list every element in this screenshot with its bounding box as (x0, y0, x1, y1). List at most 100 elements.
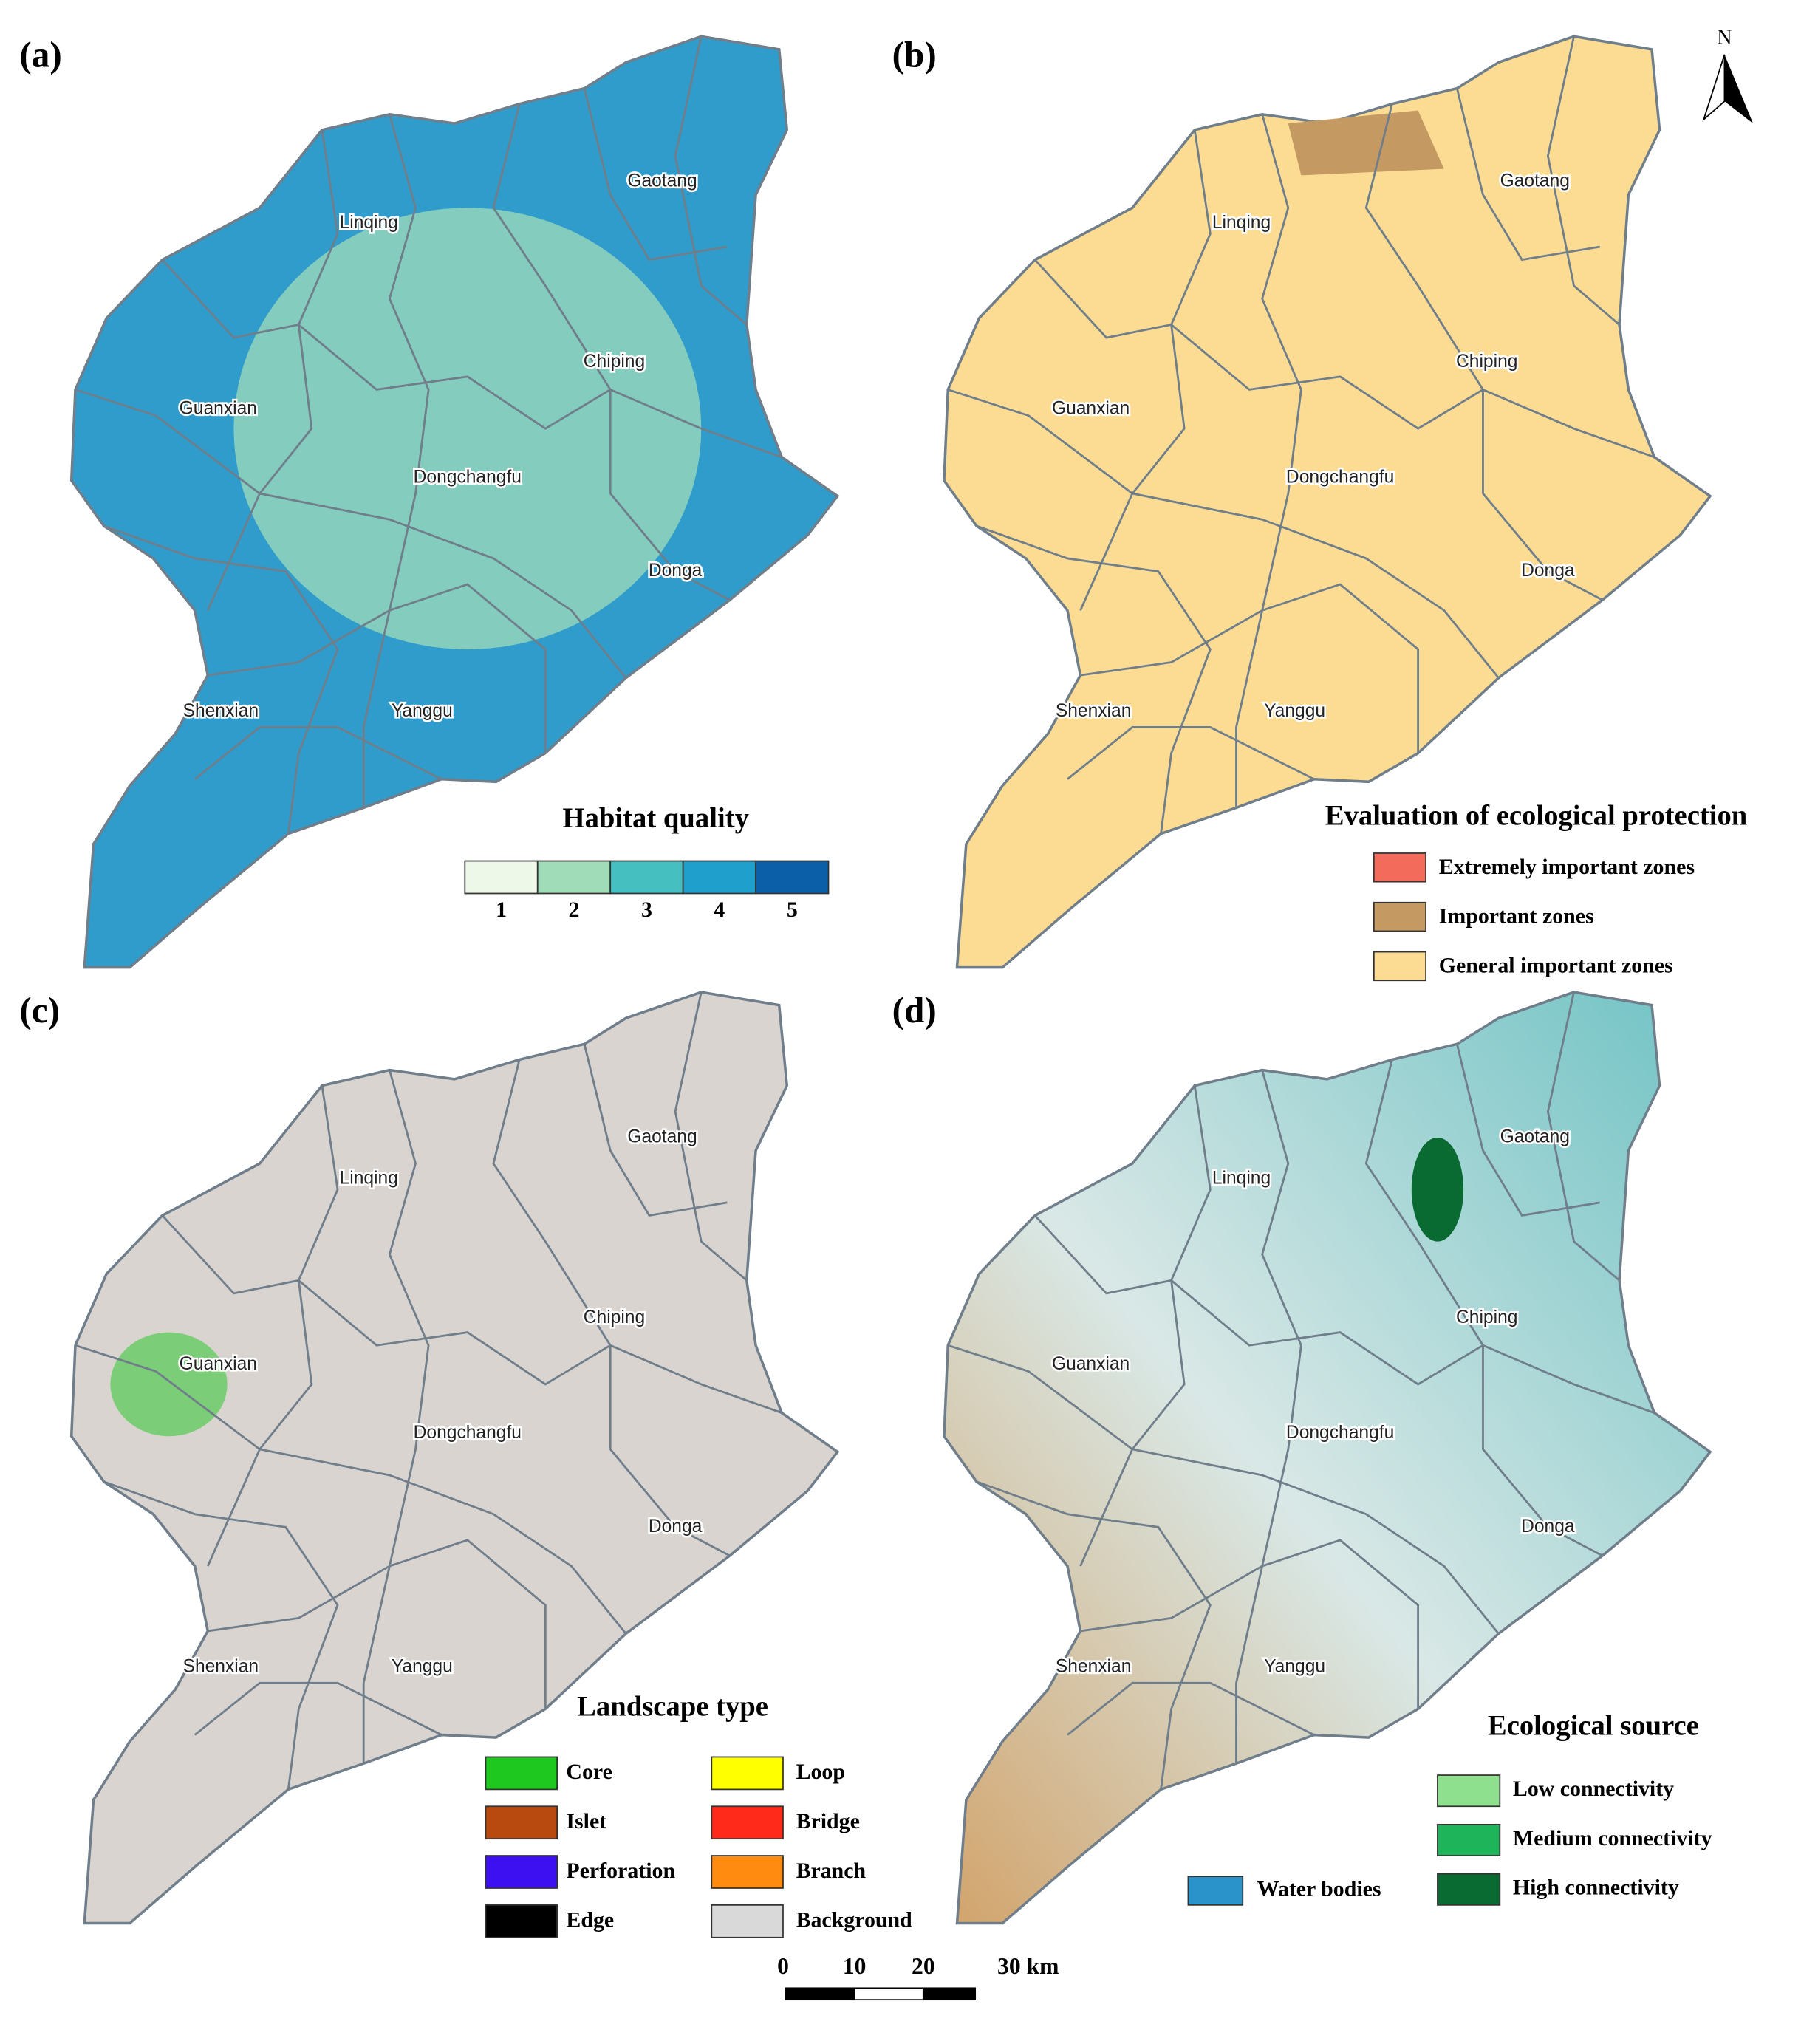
habitat-inner (233, 208, 702, 649)
panel: (a) Linqing Gaotang Chiping Guanxian Dongchan… (19, 34, 840, 969)
place-name: Yanggu (392, 701, 453, 721)
legend-swatch (1437, 1774, 1501, 1808)
district-boundary (947, 1344, 1500, 1635)
legend-label: Edge (566, 1908, 614, 1932)
legend-swatch (1373, 901, 1427, 932)
district-boundary (1364, 1059, 1603, 1557)
place-name: Shenxian (183, 1657, 259, 1677)
place-name: Dongchangfu (414, 1423, 522, 1443)
north-arrow-right (1724, 54, 1754, 124)
legend-label: Medium connectivity (1513, 1826, 1712, 1850)
legend-label: Core (566, 1760, 612, 1784)
panel-label: (b) (892, 34, 937, 75)
place-name: Guanxian (1052, 1354, 1130, 1374)
legend-swatch (1437, 1823, 1501, 1856)
place-name: Shenxian (1056, 1657, 1132, 1677)
district-boundary (1235, 1070, 1302, 1764)
legend-swatch (711, 1904, 784, 1938)
legend-label: 5 (787, 898, 798, 922)
district-boundary (362, 114, 430, 808)
place-name: Guanxian (1052, 398, 1130, 418)
core-patch (110, 1332, 228, 1437)
north-label: N (1717, 26, 1732, 49)
place-name: Gaotang (627, 171, 697, 191)
district-boundary (1033, 1214, 1655, 1414)
district-boundary (194, 726, 442, 781)
district-boundary (674, 35, 748, 326)
legend-label: Water bodies (1257, 1876, 1381, 1901)
district-boundary (492, 103, 731, 601)
high-patch (1411, 1137, 1464, 1242)
district-boundary (1067, 726, 1315, 781)
place-name: Gaotang (627, 1127, 697, 1146)
legend-swatch (485, 1855, 558, 1889)
place-name: Dongchangfu (1286, 467, 1394, 487)
legend-label: General important zones (1439, 954, 1673, 978)
panel-label: (a) (19, 34, 61, 75)
legend-swatch (1437, 1873, 1501, 1906)
legend-label: 2 (569, 898, 580, 922)
place-name: Chiping (1456, 1308, 1517, 1327)
legend-swatch (682, 860, 756, 895)
district-boundary (1364, 103, 1603, 601)
scale-segment (785, 1987, 855, 2001)
place-name: Linqing (340, 1169, 398, 1189)
legend-swatch (711, 1756, 784, 1791)
legend-swatch (1373, 852, 1427, 883)
legend-swatch (1187, 1876, 1244, 1906)
district-boundary (976, 1480, 1212, 1790)
place-name: Donga (1521, 1517, 1575, 1537)
district-boundary (362, 1070, 430, 1764)
district-boundary (103, 1480, 339, 1790)
place-name: Shenxian (1056, 701, 1132, 721)
legend-label: 3 (641, 898, 652, 922)
district-boundary (1079, 129, 1212, 611)
legend-title: Habitat quality (563, 803, 749, 834)
legend-title: Evaluation of ecological protection (1325, 800, 1748, 831)
legend-label: High connectivity (1513, 1876, 1679, 1900)
place-name: Dongchangfu (1286, 1423, 1394, 1443)
panel: (d) Linqing Gaotang Chiping Guanxian Dongchan… (892, 990, 1712, 1925)
legend-swatch (755, 860, 830, 895)
district-boundary (1033, 259, 1655, 459)
panel-label: (c) (19, 990, 60, 1030)
place-name: Yanggu (1264, 1657, 1325, 1677)
district-boundary (583, 88, 728, 262)
north-arrow-left (1702, 54, 1726, 122)
legend-swatch (536, 860, 612, 895)
place-name: Guanxian (180, 398, 257, 418)
place-name: Dongchangfu (414, 467, 522, 487)
scale-label: 30 km (997, 1953, 1059, 1979)
legend-label: Extremely important zones (1439, 855, 1695, 879)
place-name: Yanggu (1264, 701, 1325, 721)
place-name: Gaotang (1500, 1127, 1570, 1146)
district-boundary (103, 524, 339, 834)
region-outline (943, 35, 1712, 969)
panel: (b) Linqing Gaotang Chiping Guanxian Dongchan… (892, 34, 1748, 982)
place-name: Donga (649, 561, 703, 581)
district-boundary (1455, 88, 1600, 262)
legend-label: Important zones (1439, 904, 1594, 929)
district-boundary (206, 129, 339, 611)
legend-swatch (464, 860, 539, 895)
legend-title: Ecological source (1488, 1711, 1699, 1742)
district-boundary (1546, 991, 1620, 1282)
district-boundary (976, 524, 1212, 834)
place-name: Yanggu (392, 1657, 453, 1677)
district-boundary (208, 583, 547, 753)
scale-label: 20 (912, 1953, 935, 1979)
district-boundary (583, 1044, 728, 1217)
legend-label: Branch (796, 1859, 867, 1883)
district-boundary (161, 1214, 782, 1414)
district-boundary (947, 389, 1500, 679)
place-name: Linqing (1212, 213, 1271, 233)
district-boundary (674, 991, 748, 1282)
district-boundary (492, 1059, 731, 1557)
north-arrow: N (1702, 26, 1754, 124)
region-outline (943, 991, 1712, 1925)
place-name: Chiping (584, 352, 645, 372)
place-name: Chiping (584, 1308, 645, 1327)
legend-label: Perforation (566, 1859, 675, 1883)
scale-segment (922, 1987, 977, 2001)
